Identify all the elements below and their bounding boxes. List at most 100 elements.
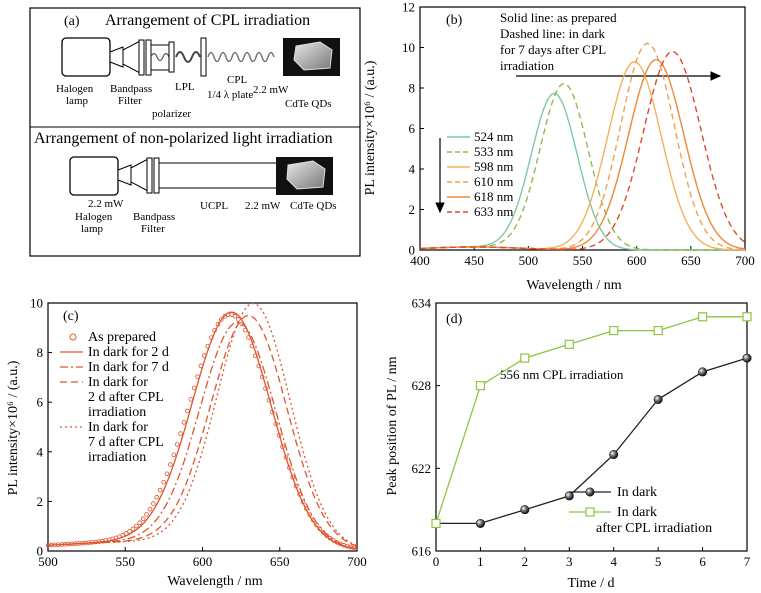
data-point-as-prepared (236, 317, 241, 322)
x-tick-label: 5 (655, 554, 662, 569)
cpl-label: CPL (227, 74, 247, 86)
lamp-nozzle-icon (109, 46, 124, 68)
cuvette-icon (293, 41, 333, 71)
panel-d-label: (d) (446, 312, 463, 327)
y-tick-label: 4 (37, 444, 44, 459)
series-line-0 (436, 357, 748, 525)
panel-b-annotation-4: irradiation (500, 58, 555, 73)
data-point-in-dark (609, 450, 619, 460)
y-tick-label: 2 (37, 494, 44, 509)
panel-d-annotation: 556 nm CPL irradiation (500, 367, 624, 382)
cpl-wave-icon (207, 51, 275, 63)
legend-label: In dark for 2 d (88, 345, 169, 360)
y-tick-label: 6 (37, 395, 44, 410)
panel-b-annotation-1: Solid line: as prepared (500, 10, 617, 25)
y-tick-label: 628 (412, 378, 432, 393)
legend-label: 533 nm (474, 144, 513, 159)
legend-marker (69, 333, 77, 341)
panel-a-label: (a) (64, 14, 80, 29)
y-tick-label: 10 (30, 296, 43, 311)
polarizer-label: polarizer (152, 108, 191, 120)
x-tick-label: 500 (519, 253, 539, 268)
panel-c-label: (c) (63, 309, 79, 324)
legend-label: As prepared (88, 330, 156, 345)
y-tick-label: 8 (409, 81, 416, 96)
panel-d-ylabel: Peak position of PL / nm (385, 356, 400, 495)
ucpl-power1-label: 2.2 mW (88, 198, 124, 210)
panel-b-xlabel: Wavelength / nm (526, 278, 621, 293)
legend-label: irradiation (88, 405, 146, 420)
ucpl-setup: 2.2 mW Halogen lamp Bandpass Filter UCPL… (69, 156, 337, 235)
x-tick-label: 700 (347, 554, 367, 569)
data-point-as-prepared (130, 526, 136, 532)
panel-c-ylabel: PL intensity×10⁶ / (a.u.) (6, 360, 21, 495)
data-point-after-cpl (475, 381, 486, 391)
series-line-4 (47, 302, 358, 547)
data-point-as-prepared (127, 529, 132, 534)
cpl-setup: Halogen lamp Bandpass Filter LPL polariz… (56, 37, 340, 120)
data-point-as-prepared (168, 462, 173, 467)
data-point-as-prepared (232, 313, 238, 319)
data-point-as-prepared (185, 408, 190, 414)
x-tick-label: 7 (744, 554, 751, 569)
light-wave-icon (150, 52, 170, 62)
x-tick-label: 650 (681, 253, 701, 268)
series-line-1 (435, 316, 747, 524)
x-tick-label: 6 (699, 554, 706, 569)
legend-label: 610 nm (474, 174, 513, 189)
y-tick-label: 10 (402, 40, 415, 55)
data-point-in-dark (520, 505, 530, 515)
data-point-as-prepared (137, 520, 143, 525)
x-tick-label: 400 (410, 253, 430, 268)
x-tick-label: 550 (116, 554, 136, 569)
data-point-as-prepared (154, 494, 160, 500)
legend-label: 598 nm (474, 159, 513, 174)
legend-marker (585, 507, 595, 517)
y-tick-label: 6 (409, 121, 416, 136)
legend-label: In dark (617, 505, 657, 520)
legend-label: irradiation (88, 450, 146, 465)
ucpl-power2-label: 2.2 mW (245, 200, 281, 212)
x-tick-label: 4 (610, 554, 617, 569)
plot-frame (435, 302, 748, 552)
cuvette-2-icon (286, 160, 326, 190)
series-line-3 (47, 314, 358, 547)
data-point-as-prepared (144, 512, 149, 517)
cpl-bandpass-label-1: Bandpass (110, 83, 152, 95)
halogen-lamp-icon (61, 37, 111, 77)
lpl-label: LPL (175, 81, 195, 93)
data-point-after-cpl (742, 312, 752, 322)
ucpl-bandpass-label-1: Bandpass (133, 211, 175, 223)
data-point-as-prepared (181, 420, 187, 425)
data-point-after-cpl (564, 339, 574, 349)
data-point-as-prepared (178, 431, 183, 436)
series-line-524-nm (419, 92, 745, 251)
y-tick-label: 622 (412, 461, 432, 476)
panel-a-title-top: Arrangement of CPL irradiation (105, 12, 310, 29)
lpl-wave-icon (175, 51, 201, 63)
lamp-nozzle-2-icon (117, 164, 132, 186)
panel-d-xlabel: Time / d (568, 576, 615, 591)
y-tick-label: 4 (409, 162, 416, 177)
legend-label: In dark for (88, 420, 148, 435)
data-point-as-prepared (164, 471, 170, 477)
data-point-after-cpl (520, 353, 530, 363)
panel-a-title-bottom: Arrangement of non-polarized light irrad… (34, 130, 333, 147)
x-tick-label: 650 (270, 554, 290, 569)
quarter-plate-label: 1/4 λ plate (207, 89, 253, 101)
panel-b-annotation-3: for 7 days after CPL (500, 42, 606, 57)
y-tick-label: 616 (412, 544, 432, 559)
y-tick-label: 634 (412, 296, 432, 311)
data-point-in-dark (698, 367, 708, 377)
data-point-as-prepared (157, 487, 163, 493)
legend-label: In dark for (88, 375, 148, 390)
data-point-as-prepared (171, 452, 177, 458)
data-point-as-prepared (151, 501, 156, 506)
y-tick-label: 12 (402, 0, 415, 15)
legend-marker (585, 487, 595, 497)
data-point-as-prepared (134, 523, 139, 529)
cpl-bandpass-label-2: Filter (118, 95, 142, 107)
bandpass-filter-3-icon (146, 157, 153, 194)
data-point-as-prepared (147, 507, 153, 512)
